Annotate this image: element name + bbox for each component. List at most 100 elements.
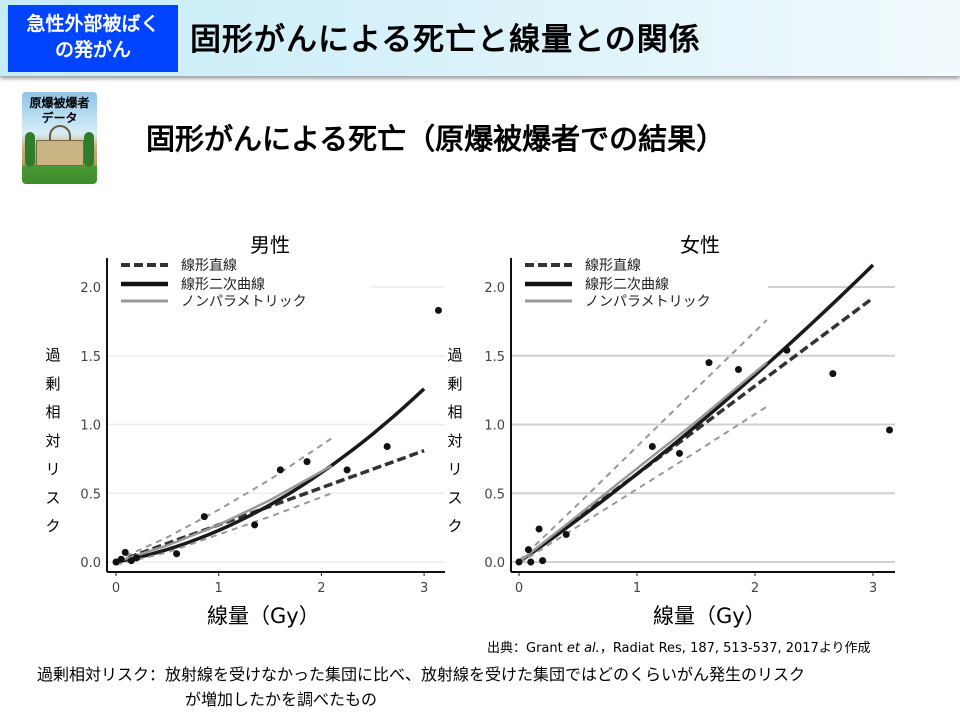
confidence-band-line [115, 437, 333, 562]
badge-line1: 原爆被爆者 [29, 96, 90, 110]
section-tag-line2: の発がん [54, 39, 131, 61]
slide-subtitle: 固形がんによる死亡（原爆被爆者での結果） [146, 122, 726, 156]
data-point [539, 557, 547, 565]
series-line-1 [517, 263, 875, 564]
data-point [276, 466, 284, 474]
data-point [527, 558, 535, 566]
data-point [303, 458, 311, 466]
confidence-band-line [518, 405, 768, 565]
y-axis-label-char: 過 [447, 346, 463, 364]
x-tick-label: 1 [633, 581, 641, 596]
data-point [200, 513, 208, 521]
y-tick-label: 0.5 [80, 487, 101, 502]
data-point [117, 555, 125, 563]
legend-label: 線形直線 [181, 257, 237, 274]
tree-icon [84, 132, 94, 167]
y-axis-label-char: 対 [447, 431, 463, 450]
data-point [383, 443, 391, 450]
x-tick-label: 2 [317, 581, 325, 596]
data-point [886, 426, 894, 434]
data-point [127, 557, 135, 565]
y-axis-label-char: ク [447, 517, 463, 535]
x-tick-label: 0 [515, 581, 523, 596]
data-point [734, 366, 742, 373]
x-tick-label: 1 [215, 581, 223, 596]
data-point [524, 546, 532, 554]
badge-label: 原爆被爆者 データ [22, 96, 97, 126]
data-point [675, 449, 683, 457]
y-axis-label-char: ス [447, 488, 463, 507]
legend-label: 線形直線 [585, 257, 641, 274]
y-tick-label: 1.5 [484, 350, 505, 365]
source-italic: et al. [566, 641, 600, 656]
x-tick-label: 3 [420, 581, 428, 596]
y-tick-label: 1.5 [80, 350, 101, 365]
y-axis-label-char: ク [45, 517, 61, 535]
y-tick-label: 1.0 [484, 419, 505, 434]
y-axis-label-char: リ [447, 460, 463, 478]
x-axis-label-female: 線量（Gy） [653, 604, 766, 628]
section-tag: 急性外部被ばく の発がん [8, 5, 178, 72]
tree-icon [25, 132, 35, 167]
data-point [648, 443, 656, 450]
badge-line2: データ [41, 111, 78, 125]
section-tag-line1: 急性外部被ばく [26, 13, 160, 35]
x-tick-label: 3 [869, 581, 877, 596]
chart-title-male: 男性 [250, 233, 290, 257]
series-line-2 [115, 464, 333, 564]
dome-shape [49, 125, 71, 141]
data-point [133, 554, 141, 562]
data-point [829, 370, 837, 378]
atomic-bomb-dome-icon: 原爆被爆者 データ [22, 92, 97, 184]
x-tick-label: 0 [112, 581, 120, 596]
footnote-line1: 過剰相対リスク：放射線を受けなかった集団に比べ、放射線を受けた集団ではどのくらい… [37, 665, 806, 684]
y-axis-label-female: 過剰相対リスク [445, 341, 465, 541]
legend-label: 線形二次曲線 [181, 277, 265, 293]
x-axis-label-male: 線量（Gy） [207, 604, 320, 628]
data-point [112, 558, 120, 566]
y-tick-label: 1.0 [80, 419, 101, 434]
y-axis-label-char: 対 [45, 431, 61, 450]
legend-label: 線形二次曲線 [585, 277, 669, 293]
y-axis-label-char: 剰 [447, 374, 463, 393]
source-suffix: ，Radiat Res, 187, 513-537, 2017より作成 [599, 641, 871, 656]
y-tick-label: 2.0 [484, 281, 505, 296]
y-axis-label-char: ス [45, 488, 61, 507]
y-axis-label-char: リ [45, 460, 61, 478]
y-tick-label: 0.0 [484, 556, 505, 571]
y-axis-label-char: 相 [45, 403, 61, 421]
y-tick-label: 2.0 [80, 281, 101, 296]
data-point [515, 558, 523, 566]
building-shape [36, 140, 84, 166]
header-bar: 急性外部被ばく の発がん 固形がんによる死亡と線量との関係 [0, 0, 960, 76]
data-point [535, 525, 543, 533]
footnote-line2: が増加したかを調べたもの [185, 690, 378, 709]
data-point [705, 359, 713, 367]
data-point [434, 306, 442, 314]
series-line-1 [115, 387, 426, 564]
data-point [251, 521, 259, 529]
y-axis-label-char: 相 [447, 403, 463, 421]
legend-label: ノンパラメトリック [585, 294, 711, 310]
data-point [343, 466, 351, 474]
chart-title-female: 女性 [680, 233, 720, 257]
y-tick-label: 0.0 [80, 556, 101, 571]
data-point [783, 346, 791, 354]
series-line-2 [518, 361, 768, 563]
confidence-band-line [518, 319, 768, 562]
x-tick-label: 2 [751, 581, 759, 596]
data-point [562, 531, 570, 538]
y-tick-label: 0.5 [484, 487, 505, 502]
legend-label: ノンパラメトリック [181, 294, 307, 310]
page-title: 固形がんによる死亡と線量との関係 [190, 22, 701, 58]
confidence-band-line [115, 492, 333, 566]
y-axis-label-char: 過 [45, 346, 61, 364]
source-prefix: 出典：Grant [487, 641, 567, 656]
y-axis-label-male: 過剰相対リスク [43, 341, 63, 541]
y-axis-label-char: 剰 [45, 374, 61, 393]
data-point [173, 550, 181, 558]
source-citation: 出典：Grant et al.，Radiat Res, 187, 513-537… [487, 637, 871, 656]
